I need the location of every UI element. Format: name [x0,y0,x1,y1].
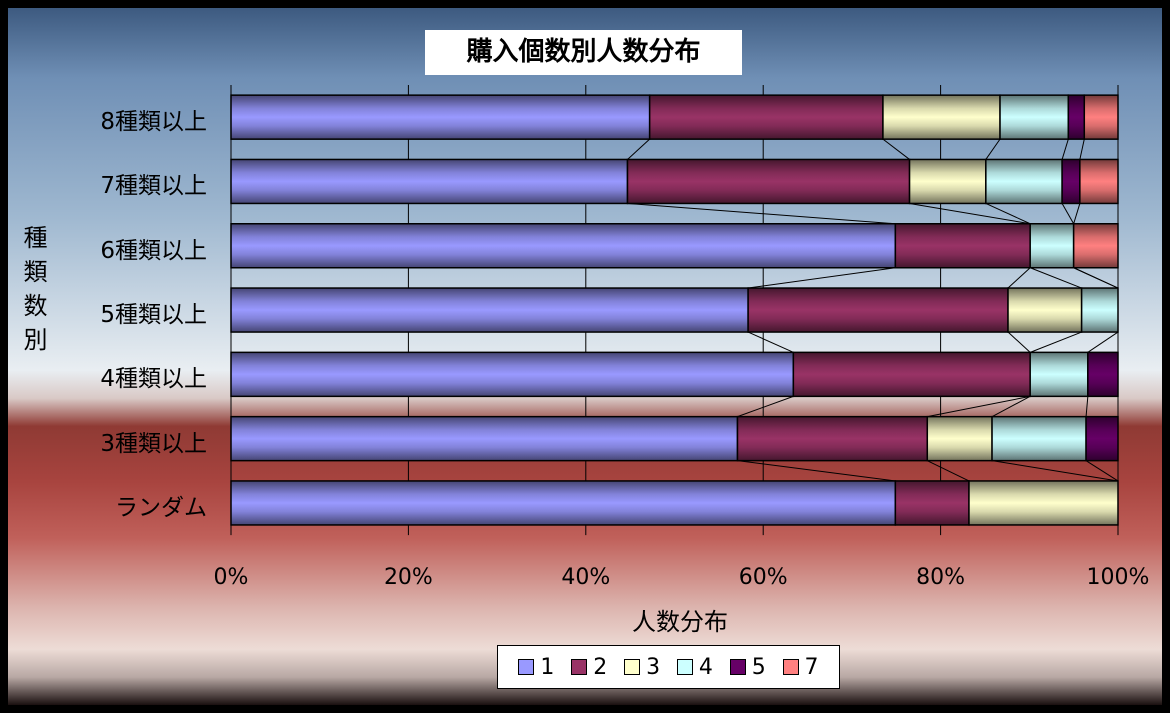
bar-segment-4 [985,158,1063,205]
bar-segment-1 [230,480,897,526]
series-line [1061,203,1075,224]
bar-segment-5 [1087,351,1119,398]
legend-item: 4 [676,654,713,680]
legend-item: 5 [729,654,766,680]
series-line [927,460,970,482]
bar-segment-1 [230,351,795,398]
series-line [1085,396,1089,417]
x-tick-label: 100% [1086,565,1150,590]
bar-segment-7 [1072,223,1119,269]
series-line [1061,139,1069,160]
series-line [627,202,896,225]
legend-swatch [518,659,535,675]
series-line [1030,331,1082,353]
series-line [909,202,1031,225]
x-tick-label: 20% [383,565,433,590]
bar-segment-4 [991,415,1087,462]
bar-segment-1 [230,158,629,205]
bar-segment-3 [908,158,987,205]
bar-segment-2 [894,223,1031,269]
bar-segment-4 [1029,351,1089,398]
bar-segment-3 [1007,287,1083,333]
bar-segment-5 [1085,415,1119,462]
series-line [748,267,896,289]
bar-segment-2 [894,480,970,526]
series-line [1030,267,1082,289]
bar-segment-7 [1079,158,1119,205]
category-label: 3種類以上 [100,430,207,457]
bar-segment-5 [1061,158,1081,205]
category-label: ランダム [115,494,207,521]
bar-segment-3 [926,415,993,462]
series-line [985,202,1031,225]
bar-segment-3 [882,94,1001,140]
series-line [737,460,896,482]
legend-label: 2 [593,654,608,680]
bar-segment-3 [968,480,1119,526]
series-line [927,395,1031,418]
series-line [1079,139,1085,160]
legend-swatch [729,659,746,675]
series-line [747,331,794,353]
category-label: 7種類以上 [100,173,207,200]
x-tick-label: 40% [561,565,611,590]
legend-label: 5 [751,654,766,680]
bar-segment-1 [230,94,651,140]
series-line [1073,203,1081,224]
bar-segment-2 [747,287,1009,333]
category-label: 5種類以上 [100,302,207,329]
bar-segment-2 [792,351,1031,398]
series-line [1007,267,1031,289]
legend-label: 1 [540,654,555,680]
x-tick-label: 80% [916,565,966,590]
category-label: 6種類以上 [100,237,207,264]
bar-segment-4 [1080,287,1119,333]
legend-label: 4 [698,654,713,680]
legend-item: 1 [518,655,554,680]
bar-segment-4 [999,94,1070,140]
legend-item: 3 [624,655,660,680]
legend-item: 2 [571,655,607,680]
legend-swatch [782,659,799,675]
bar-segment-4 [1029,223,1075,269]
legend-item: 7 [782,654,819,680]
legend-swatch [676,659,693,675]
bar-segment-1 [230,415,739,462]
bar-segment-7 [1083,94,1119,140]
series-line [1087,331,1119,353]
x-axis-title: 人数分布 [632,608,728,636]
bar-segment-5 [1067,94,1086,140]
series-line [985,138,1001,160]
category-label: 8種類以上 [100,109,207,136]
category-label: 4種類以上 [100,366,207,393]
legend: 1 2 3 4 5 7 [497,645,840,689]
series-line [737,395,794,418]
bar-segment-2 [648,94,884,140]
series-line [1007,331,1031,353]
legend-swatch [624,659,641,675]
series-line [991,460,1119,482]
legend-label: 7 [804,654,819,680]
series-line [627,138,651,160]
chart-title: 購入個数別人数分布 [425,30,742,75]
bar-segment-2 [626,158,911,205]
series-line [882,138,910,160]
series-line [1085,460,1119,482]
y-axis-title: 種類数別 [19,225,47,361]
bar-segment-2 [736,415,929,462]
x-tick-label: 0% [213,565,249,590]
bar-segment-1 [230,223,897,269]
series-line [1073,267,1119,289]
legend-label: 3 [646,654,661,680]
bar-segment-1 [230,287,749,333]
series-line [991,395,1031,418]
legend-swatch [571,659,588,675]
x-tick-label: 60% [738,565,788,590]
